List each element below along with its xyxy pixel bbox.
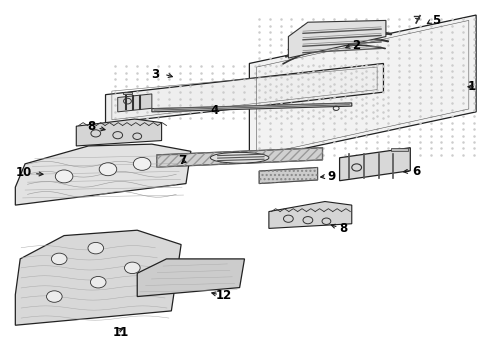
Polygon shape (118, 94, 152, 112)
Polygon shape (15, 144, 190, 205)
Text: 7: 7 (178, 154, 186, 167)
Polygon shape (152, 103, 351, 112)
Polygon shape (15, 230, 181, 325)
Polygon shape (288, 21, 385, 58)
Text: 6: 6 (412, 165, 420, 177)
Text: 4: 4 (210, 104, 218, 117)
Text: 12: 12 (215, 289, 231, 302)
Polygon shape (249, 15, 475, 160)
Polygon shape (339, 148, 409, 181)
Circle shape (124, 262, 140, 274)
Polygon shape (268, 202, 351, 228)
Text: 2: 2 (351, 39, 359, 52)
Polygon shape (76, 119, 161, 146)
Text: 11: 11 (113, 326, 129, 339)
Text: 8: 8 (339, 222, 347, 235)
Text: 8: 8 (87, 121, 96, 134)
Polygon shape (259, 167, 317, 184)
Polygon shape (249, 15, 475, 160)
Ellipse shape (210, 152, 268, 163)
Polygon shape (122, 92, 132, 94)
Circle shape (133, 157, 151, 170)
Polygon shape (390, 148, 407, 150)
Circle shape (46, 291, 62, 302)
Text: 1: 1 (467, 80, 475, 93)
Polygon shape (105, 63, 383, 123)
Circle shape (55, 170, 73, 183)
Polygon shape (157, 148, 322, 167)
Text: 5: 5 (431, 14, 440, 27)
Text: 9: 9 (327, 170, 335, 183)
Polygon shape (105, 63, 383, 123)
Circle shape (90, 276, 106, 288)
Circle shape (51, 253, 67, 265)
Text: 3: 3 (151, 68, 159, 81)
Circle shape (88, 242, 103, 254)
Text: 10: 10 (16, 166, 32, 179)
Polygon shape (137, 259, 244, 297)
Circle shape (99, 163, 117, 176)
